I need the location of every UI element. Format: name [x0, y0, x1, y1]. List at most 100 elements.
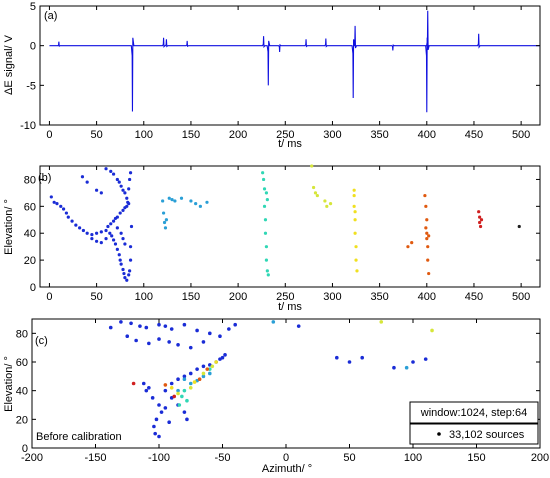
source-point	[163, 324, 168, 328]
panel-b-y-ticks: 0 20 40 60 80	[24, 174, 540, 294]
source-point	[205, 367, 210, 371]
source-point	[424, 226, 428, 230]
source-point	[205, 200, 209, 204]
x-tick-label: 0	[46, 129, 52, 141]
y-tick-label: -5	[26, 80, 36, 92]
source-point	[188, 371, 193, 376]
panel-a-y-ticks: -10 -5 0 5	[20, 1, 540, 132]
source-point	[423, 357, 428, 361]
source-point	[144, 325, 149, 330]
panel-a-label: (a)	[44, 10, 57, 22]
source-point	[99, 241, 103, 245]
source-point	[323, 199, 327, 203]
source-point	[335, 355, 339, 360]
source-point	[80, 175, 85, 179]
source-point	[129, 321, 133, 326]
x-tick-label: -200	[21, 452, 43, 464]
y-tick-label: 0	[30, 282, 36, 294]
source-point	[188, 345, 193, 350]
x-tick-label: 50	[90, 129, 102, 141]
source-point	[264, 258, 269, 262]
x-tick-label: 0	[283, 452, 289, 464]
source-point	[479, 218, 484, 222]
source-point	[59, 204, 63, 208]
source-point	[121, 237, 125, 241]
source-point	[122, 271, 126, 276]
panel-c-plot-area	[108, 320, 434, 439]
source-point	[310, 164, 314, 168]
panel-b-y-axis-label: Elevation/ °	[3, 199, 15, 255]
x-tick-label: 350	[370, 291, 388, 303]
source-point	[182, 410, 187, 414]
source-point	[95, 239, 99, 243]
source-point	[109, 222, 113, 226]
source-point	[195, 328, 199, 333]
x-tick-label: 250	[276, 129, 294, 141]
y-tick-label: 80	[16, 328, 28, 340]
source-point	[430, 328, 434, 333]
source-point	[99, 230, 103, 234]
x-tick-label: -100	[148, 452, 170, 464]
source-point	[163, 388, 168, 393]
source-point	[154, 417, 159, 422]
source-point	[85, 180, 89, 184]
source-point	[152, 424, 156, 429]
source-point	[261, 177, 266, 182]
y-tick-label: 60	[24, 201, 36, 213]
source-point	[111, 238, 116, 242]
source-point	[131, 381, 136, 386]
source-point	[106, 224, 110, 229]
y-tick-label: -10	[20, 120, 36, 132]
x-tick-label: 300	[323, 129, 341, 141]
source-point	[129, 224, 134, 229]
source-point	[198, 204, 202, 208]
source-point	[157, 337, 161, 341]
source-point	[95, 188, 99, 192]
source-point	[113, 242, 118, 246]
signal-series-line	[49, 10, 540, 113]
source-point	[138, 324, 142, 328]
source-point	[427, 271, 431, 276]
y-tick-label: 20	[24, 255, 36, 267]
source-point	[74, 223, 78, 227]
source-point	[214, 360, 218, 364]
source-point	[425, 231, 429, 235]
source-point	[182, 374, 187, 379]
source-point	[355, 269, 359, 273]
y-tick-label: 60	[16, 357, 28, 369]
source-point	[61, 207, 66, 211]
source-point	[426, 258, 430, 262]
source-point	[262, 204, 267, 208]
source-point	[157, 322, 161, 327]
x-tick-label: 300	[323, 291, 341, 303]
source-point	[201, 364, 206, 369]
source-point	[220, 355, 225, 360]
source-point	[173, 199, 177, 203]
source-point	[144, 388, 149, 393]
source-point	[167, 420, 171, 425]
source-point	[55, 202, 59, 206]
source-point	[104, 228, 108, 233]
source-point	[194, 202, 198, 206]
x-tick-label: -50	[215, 452, 231, 464]
y-tick-label: 40	[24, 228, 36, 240]
source-point	[125, 204, 129, 208]
source-point	[478, 220, 482, 225]
panel-a-y-axis-label: ΔE signal/ V	[3, 34, 15, 95]
source-point	[315, 193, 319, 198]
source-point	[176, 391, 180, 396]
source-point	[70, 219, 74, 223]
source-point	[263, 218, 268, 222]
source-point	[157, 434, 161, 439]
source-point	[99, 191, 103, 195]
source-point	[477, 210, 481, 214]
source-point	[147, 386, 151, 390]
source-point	[127, 187, 131, 191]
source-point	[115, 215, 119, 219]
source-point	[109, 169, 113, 173]
source-point	[64, 211, 69, 215]
source-point	[410, 241, 414, 245]
source-point	[265, 198, 269, 202]
panel-c-y-axis-label: Elevation/ °	[3, 356, 15, 412]
